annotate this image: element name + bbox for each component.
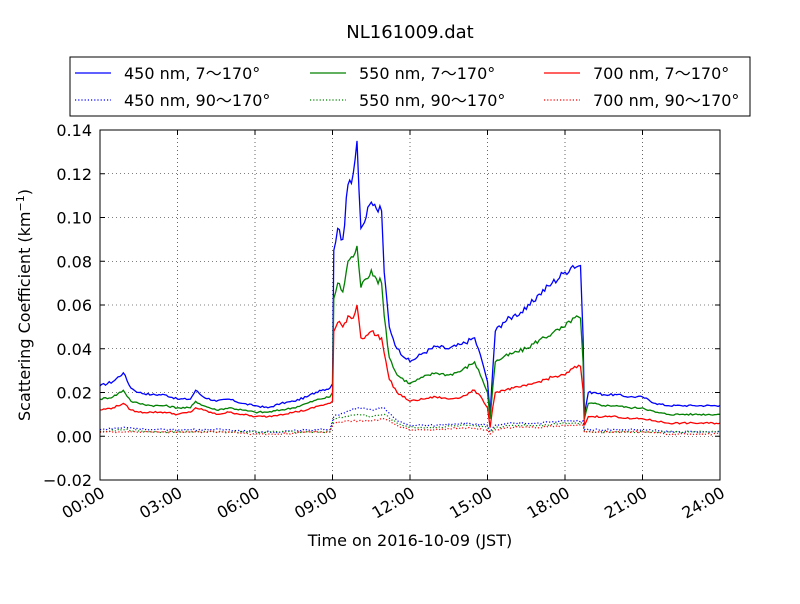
y-tick-label: 0.08 — [56, 252, 92, 271]
y-tick-label: 0.04 — [56, 340, 92, 359]
y-tick-label: −0.02 — [43, 471, 92, 490]
x-tick-label: 18:00 — [524, 483, 573, 523]
series-line — [100, 413, 720, 434]
x-tick-label: 06:00 — [214, 483, 263, 523]
legend-label: 450 nm, 90～170° — [124, 91, 270, 110]
legend-label: 550 nm, 90～170° — [359, 91, 505, 110]
ticks — [99, 129, 721, 481]
legend-label: 700 nm, 7～170° — [593, 64, 729, 83]
x-tick-labels: 00:00 03:00 06:00 09:00 12:00 15:00 18:00 21:00… — [59, 483, 728, 523]
y-tick-label: 0.06 — [56, 296, 92, 315]
x-tick-label: 12:00 — [369, 483, 418, 523]
y-tick-labels: −0.02 0.00 0.02 0.04 0.06 0.08 0.10 0.12 0.14 — [43, 121, 92, 490]
y-axis-label-main: Scattering Coefficient (km — [15, 211, 34, 421]
y-axis-label: Scattering Coefficient (km−1) — [14, 189, 35, 421]
y-tick-label: 0.14 — [56, 121, 92, 140]
y-tick-label: 0.12 — [56, 165, 92, 184]
y-axis-label-close: ) — [15, 189, 34, 195]
series-line — [100, 245, 720, 419]
series-line — [100, 304, 720, 428]
x-axis-label: Time on 2016-10-09 (JST) — [307, 531, 512, 550]
x-tick-label: 03:00 — [136, 483, 185, 523]
legend-label: 550 nm, 7～170° — [359, 64, 495, 83]
series-line — [100, 406, 720, 434]
grid — [100, 130, 720, 480]
x-tick-label: 21:00 — [601, 483, 650, 523]
legend-label: 700 nm, 90～170° — [593, 91, 739, 110]
y-tick-label: 0.10 — [56, 209, 92, 228]
y-tick-label: 0.00 — [56, 427, 92, 446]
y-axis-label-sup: −1 — [14, 195, 27, 211]
legend-label: 450 nm, 7～170° — [124, 64, 260, 83]
x-tick-label: 09:00 — [291, 483, 340, 523]
chart-title: NL161009.dat — [346, 22, 473, 43]
series-line — [100, 417, 720, 436]
legend: 450 nm, 7～170° 550 nm, 7～170° 700 nm, 7～17… — [69, 56, 751, 117]
x-tick-label: 15:00 — [446, 483, 495, 523]
series-line — [100, 140, 720, 415]
x-tick-label: 24:00 — [679, 483, 728, 523]
series-layer — [100, 140, 720, 436]
y-tick-label: 0.02 — [56, 384, 92, 403]
legend-frame — [69, 56, 751, 117]
